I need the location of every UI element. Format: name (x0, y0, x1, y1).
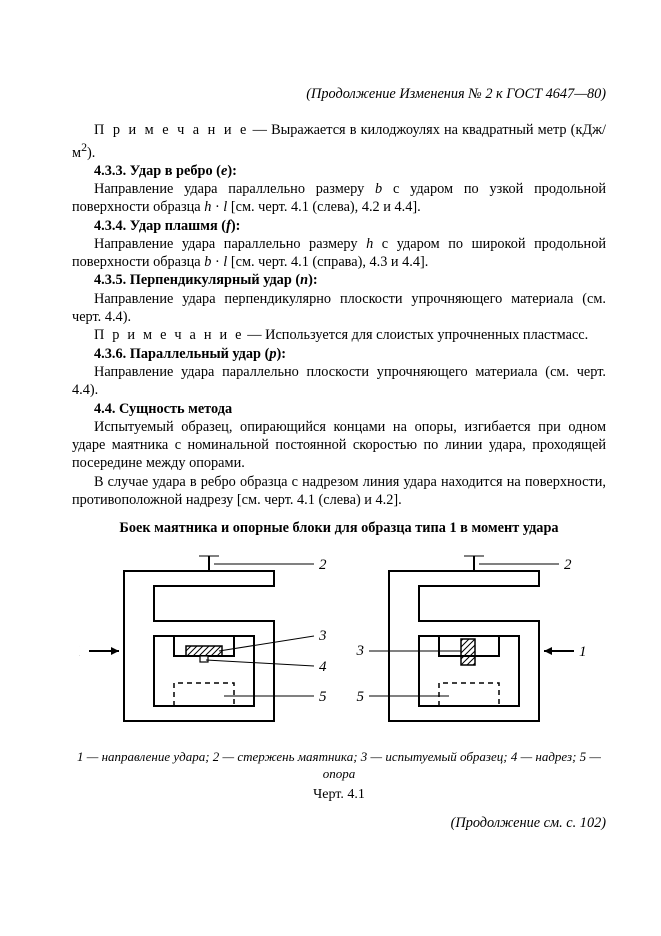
note-label: П р и м е ч а н и е (94, 122, 249, 138)
section-4.4-p1: Испытуемый образец, опирающийся концами … (72, 418, 606, 473)
section-4.3.4-title: 4.3.4. Удар плашмя (f): (72, 217, 606, 235)
figure-number: Черт. 4.1 (72, 786, 606, 804)
section-4.4-title: 4.4. Сущность метода (72, 400, 606, 418)
page-content: (Продолжение Изменения № 2 к ГОСТ 4647—8… (0, 0, 661, 862)
section-4.3.5-title: 4.3.5. Перпендикулярный удар (n): (72, 271, 606, 289)
footer-continuation: (Продолжение см. с. 102) (72, 814, 606, 832)
label-5: 5 (357, 689, 365, 705)
note-label: П р и м е ч а н и е (94, 327, 244, 343)
section-4.3.5-body: Направление удара перпендикулярно плоско… (72, 290, 606, 327)
note-2: П р и м е ч а н и е — Используется для с… (72, 326, 606, 344)
label-1: 1 (579, 644, 587, 660)
figure-legend: 1 — направление удара; 2 — стержень маят… (72, 749, 606, 782)
label-2: 2 (319, 557, 327, 573)
label-1: 1 (79, 644, 81, 660)
figure-4.1: 2 3 4 5 1 (72, 546, 606, 741)
note-1: П р и м е ч а н и е — Выражается в килод… (72, 121, 606, 161)
section-4.3.3-body: Направление удара параллельно размеру b … (72, 180, 606, 217)
diagram-svg: 2 3 4 5 1 (79, 546, 599, 736)
section-4.3.4-body: Направление удара параллельно размеру h … (72, 235, 606, 272)
section-4.3.3-title: 4.3.3. Удар в ребро (e): (72, 162, 606, 180)
section-4.4-p2: В случае удара в ребро образца с надрезо… (72, 473, 606, 510)
section-4.3.6-body: Направление удара параллельно плоскости … (72, 363, 606, 400)
figure-caption: Боек маятника и опорные блоки для образц… (72, 519, 606, 537)
label-2: 2 (564, 557, 572, 573)
label-3: 3 (356, 643, 365, 659)
header-continuation: (Продолжение Изменения № 2 к ГОСТ 4647—8… (72, 85, 606, 103)
section-4.3.6-title: 4.3.6. Параллельный удар (p): (72, 345, 606, 363)
label-3: 3 (318, 628, 327, 644)
label-5: 5 (319, 689, 327, 705)
label-4: 4 (319, 659, 327, 675)
